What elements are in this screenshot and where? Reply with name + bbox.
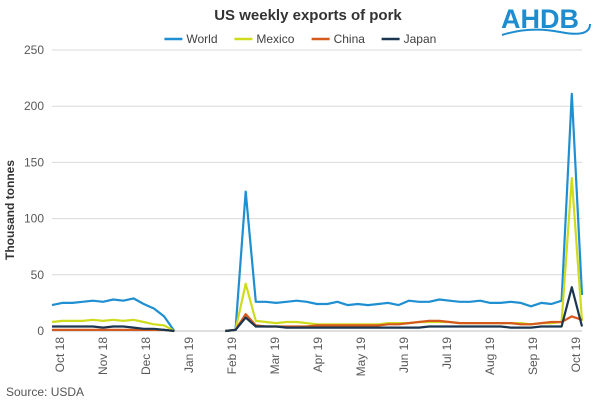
x-axis-ticks: Oct 18 Nov 18 Dec 18 Jan 19 Feb 19 Mar 19 Apr … <box>53 337 583 377</box>
chart-title: US weekly exports of pork <box>214 7 402 24</box>
x-tick-label: Sep 19 <box>526 337 540 375</box>
y-axis-ticks: 0 50 100 150 200 250 <box>24 43 44 338</box>
logo-text: AHDB <box>501 4 579 34</box>
x-tick-label: May 19 <box>354 337 368 377</box>
x-tick-label: Jul 19 <box>440 337 454 369</box>
y-tick-label: 150 <box>24 155 44 169</box>
y-axis-label: Thousand tonnes <box>3 160 17 260</box>
x-tick-label: Apr 19 <box>311 337 325 373</box>
legend-label: Japan <box>404 32 437 46</box>
x-tick-label: Oct 18 <box>53 337 67 373</box>
logo-swoosh-icon <box>501 23 591 36</box>
x-tick-label: Dec 18 <box>139 337 153 375</box>
x-tick-label: Nov 18 <box>96 337 110 375</box>
legend-label: China <box>334 32 366 46</box>
y-tick-label: 200 <box>24 99 44 113</box>
x-tick-label: Jan 19 <box>182 337 196 373</box>
series-line-japan <box>52 286 584 333</box>
series-line-world <box>51 92 584 333</box>
y-tick-label: 50 <box>31 268 45 282</box>
x-tick-label: Mar 19 <box>268 337 282 375</box>
series-lines <box>51 92 584 333</box>
source-note: Source: USDA <box>6 385 84 399</box>
x-tick-label: Feb 19 <box>225 337 239 375</box>
x-tick-label: Aug 19 <box>483 337 497 375</box>
x-tick-label: Jun 19 <box>397 337 411 373</box>
legend-label: World <box>186 32 217 46</box>
gridlines <box>52 49 582 276</box>
x-tick-label: Oct 19 <box>569 337 583 373</box>
legend: World Mexico China Japan <box>164 32 436 46</box>
y-tick-label: 0 <box>37 324 44 338</box>
y-tick-label: 100 <box>24 212 44 226</box>
ahdb-logo: AHDB <box>501 4 591 36</box>
series-line-mexico <box>51 177 584 333</box>
legend-label: Mexico <box>256 32 294 46</box>
y-tick-label: 250 <box>24 43 44 57</box>
